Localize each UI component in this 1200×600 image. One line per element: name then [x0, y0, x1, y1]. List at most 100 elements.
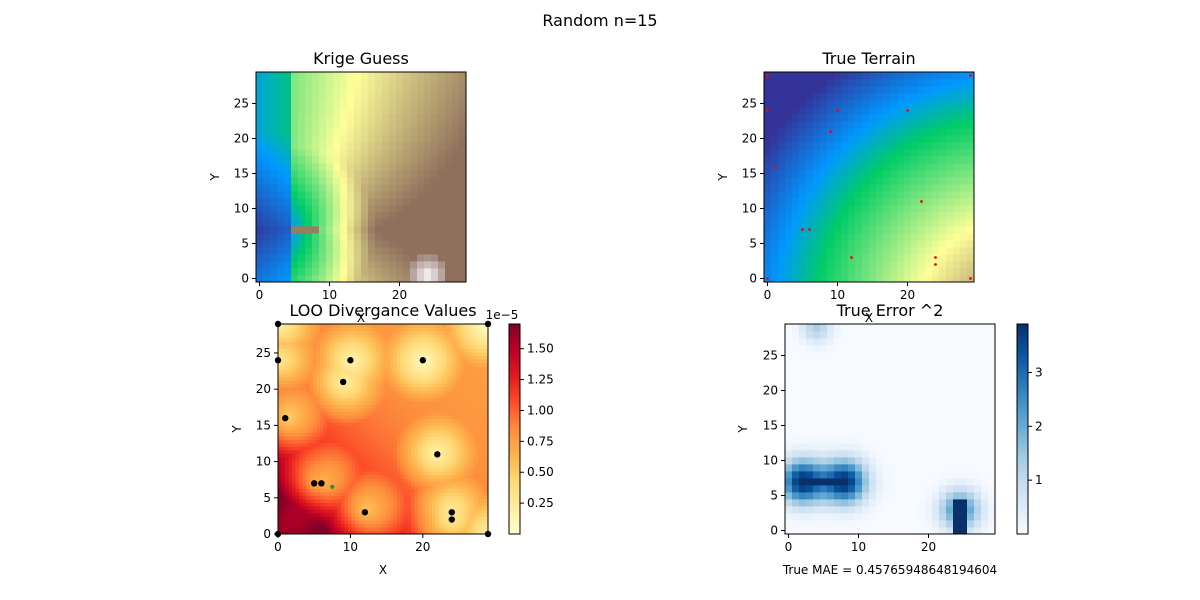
heatmap-cell: [284, 170, 292, 178]
heatmap-cell: [453, 516, 457, 521]
heatmap-cell: [442, 338, 447, 342]
heatmap-cell: [337, 464, 342, 468]
heatmap-cell: [306, 359, 310, 363]
heatmap-cell: [365, 408, 370, 412]
heatmap-cell: [848, 184, 856, 192]
heatmap-cell: [911, 275, 919, 283]
heatmap-cell: [295, 457, 300, 461]
heatmap-cell: [368, 135, 376, 143]
heatmap-cell: [372, 362, 377, 367]
heatmap-cell: [834, 268, 842, 276]
heatmap-cell: [330, 418, 335, 423]
heatmap-cell: [340, 240, 348, 248]
heatmap-cell: [375, 240, 383, 248]
heatmap-cell: [414, 502, 419, 507]
heatmap-cell: [432, 523, 436, 528]
heatmap-cell: [411, 408, 415, 412]
heatmap-cell: [355, 495, 359, 500]
heatmap-cell: [326, 149, 334, 157]
heatmap-cell: [452, 268, 460, 276]
heatmap-cell: [449, 404, 454, 409]
heatmap-cell: [302, 457, 307, 461]
heatmap-cell: [932, 72, 940, 80]
heatmap-cell: [351, 471, 356, 475]
heatmap-cell: [309, 457, 314, 461]
heatmap-cell: [323, 345, 328, 349]
heatmap-cell: [407, 362, 412, 367]
heatmap-cell: [351, 380, 356, 384]
heatmap-cell: [333, 268, 341, 276]
heatmap-cell: [397, 359, 401, 363]
heatmap-cell: [355, 436, 359, 440]
heatmap-cell: [319, 128, 327, 136]
heatmap-cell: [925, 254, 933, 262]
heatmap-cell: [386, 401, 391, 405]
heatmap-cell: [376, 401, 380, 405]
heatmap-cell: [862, 261, 870, 269]
heatmap-cell: [347, 72, 355, 80]
heatmap-cell: [428, 404, 433, 409]
heatmap-cell: [309, 380, 314, 384]
heatmap-cell: [435, 481, 440, 486]
heatmap-cell: [428, 352, 433, 356]
heatmap-cell: [361, 100, 369, 108]
heatmap-cell: [256, 177, 264, 185]
heatmap-cell: [383, 352, 387, 356]
heatmap-cell: [376, 485, 380, 489]
heatmap-cell: [368, 261, 376, 269]
heatmap-cell: [764, 86, 772, 94]
heatmap-cell: [386, 331, 391, 335]
heatmap-cell: [456, 485, 461, 489]
heatmap-cell: [452, 233, 460, 241]
heatmap-cell: [417, 268, 425, 276]
heatmap-cell: [778, 170, 786, 178]
heatmap-cell: [358, 432, 363, 437]
heatmap-cell: [946, 268, 954, 276]
heatmap-cell: [404, 387, 408, 391]
heatmap-cell: [813, 86, 821, 94]
heatmap-cell: [799, 268, 807, 276]
heatmap-cell: [256, 212, 264, 220]
heatmap-cell: [365, 334, 370, 339]
heatmap-cell: [362, 373, 366, 377]
heatmap-cell: [319, 72, 327, 80]
heatmap-cell: [348, 369, 352, 374]
heatmap-cell: [382, 163, 390, 171]
heatmap-cell: [361, 170, 369, 178]
heatmap-cell: [421, 516, 426, 521]
heatmap-cell: [284, 219, 292, 227]
heatmap-cell: [327, 443, 331, 447]
heatmap-cell: [960, 72, 968, 80]
heatmap-cell: [449, 492, 454, 496]
heatmap-cell: [368, 93, 376, 101]
heatmap-cell: [330, 478, 335, 482]
heatmap-cell: [323, 366, 328, 370]
heatmap-cell: [410, 233, 418, 241]
heatmap-cell: [334, 422, 338, 426]
heatmap-cell: [368, 107, 376, 115]
heatmap-cell: [306, 481, 310, 486]
heatmap-cell: [862, 240, 870, 248]
heatmap-cell: [918, 268, 926, 276]
heatmap-cell: [288, 446, 293, 451]
heatmap-cell: [414, 387, 419, 391]
heatmap-cell: [337, 331, 342, 335]
heatmap-cell: [379, 425, 384, 430]
heatmap-cell: [834, 233, 842, 241]
heatmap-cell: [348, 334, 352, 339]
heatmap-cell: [449, 495, 454, 500]
heatmap-cell: [292, 530, 296, 535]
heatmap-cell: [393, 373, 398, 377]
heatmap-cell: [960, 191, 968, 199]
heatmap-cell: [967, 170, 975, 178]
heatmap-cell: [344, 397, 349, 402]
heatmap-cell: [820, 219, 828, 227]
heatmap-cell: [411, 376, 415, 381]
heatmap-cell: [431, 177, 439, 185]
heatmap-cell: [771, 233, 779, 241]
heatmap-cell: [456, 369, 461, 374]
heatmap-cell: [393, 429, 398, 433]
heatmap-cell: [418, 418, 422, 423]
heatmap-cell: [327, 397, 331, 402]
heatmap-cell: [389, 275, 397, 283]
